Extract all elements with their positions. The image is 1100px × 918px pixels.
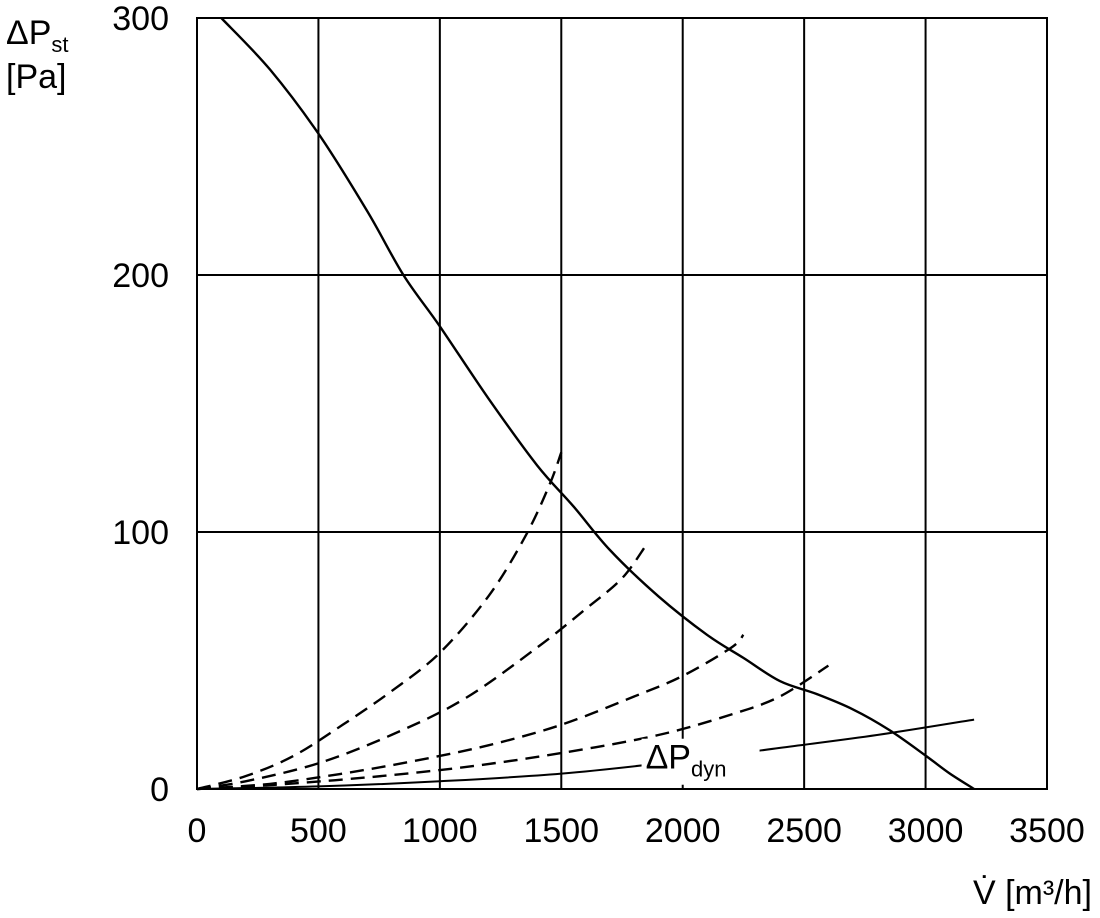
- system-curve-dashed-4: [196, 664, 830, 791]
- x-tick-label-2500: 2500: [766, 812, 842, 850]
- system-curve-dashed-2: [196, 544, 648, 791]
- dynamic-pressure-line: [196, 718, 975, 790]
- x-tick-label-1000: 1000: [402, 812, 478, 850]
- annotation-dpdyn: ΔPdyn: [646, 739, 727, 782]
- x-tick-label-3000: 3000: [888, 812, 964, 850]
- x-axis-label: V̇ [m³/h]: [973, 874, 1092, 912]
- y-axis-label-unit: [Pa]: [6, 58, 66, 96]
- x-tick-labels: 0 500 1000 1500 2000 2500 3000 3500: [188, 812, 1085, 850]
- system-curve-dashed-1: [196, 451, 563, 791]
- y-tick-label-200: 200: [112, 257, 169, 295]
- fan-curve-line: [220, 17, 975, 791]
- y-axis-label-subscript: st: [51, 32, 68, 57]
- y-tick-label-100: 100: [112, 514, 169, 552]
- plot-frame: [196, 17, 1048, 790]
- y-tick-label-300: 300: [112, 0, 169, 38]
- y-tick-labels: 0 100 200 300: [112, 0, 169, 809]
- x-tick-label-2000: 2000: [645, 812, 721, 850]
- x-tick-label-0: 0: [188, 812, 207, 850]
- x-tick-label-3500: 3500: [1009, 812, 1085, 850]
- y-tick-label-0: 0: [150, 771, 169, 809]
- annotation-subscript: dyn: [691, 757, 726, 782]
- x-tick-label-500: 500: [290, 812, 347, 850]
- annotation-main: ΔP: [646, 739, 691, 777]
- x-tick-label-1500: 1500: [523, 812, 599, 850]
- y-axis-label-main: ΔP: [6, 14, 51, 52]
- annotation-background: [641, 738, 760, 785]
- plot-border: [196, 17, 1048, 790]
- grid: [196, 17, 1048, 790]
- y-axis-label-symbol: ΔPst: [6, 14, 69, 57]
- system-curve-dashed-3: [196, 633, 745, 791]
- series-group: [196, 17, 975, 791]
